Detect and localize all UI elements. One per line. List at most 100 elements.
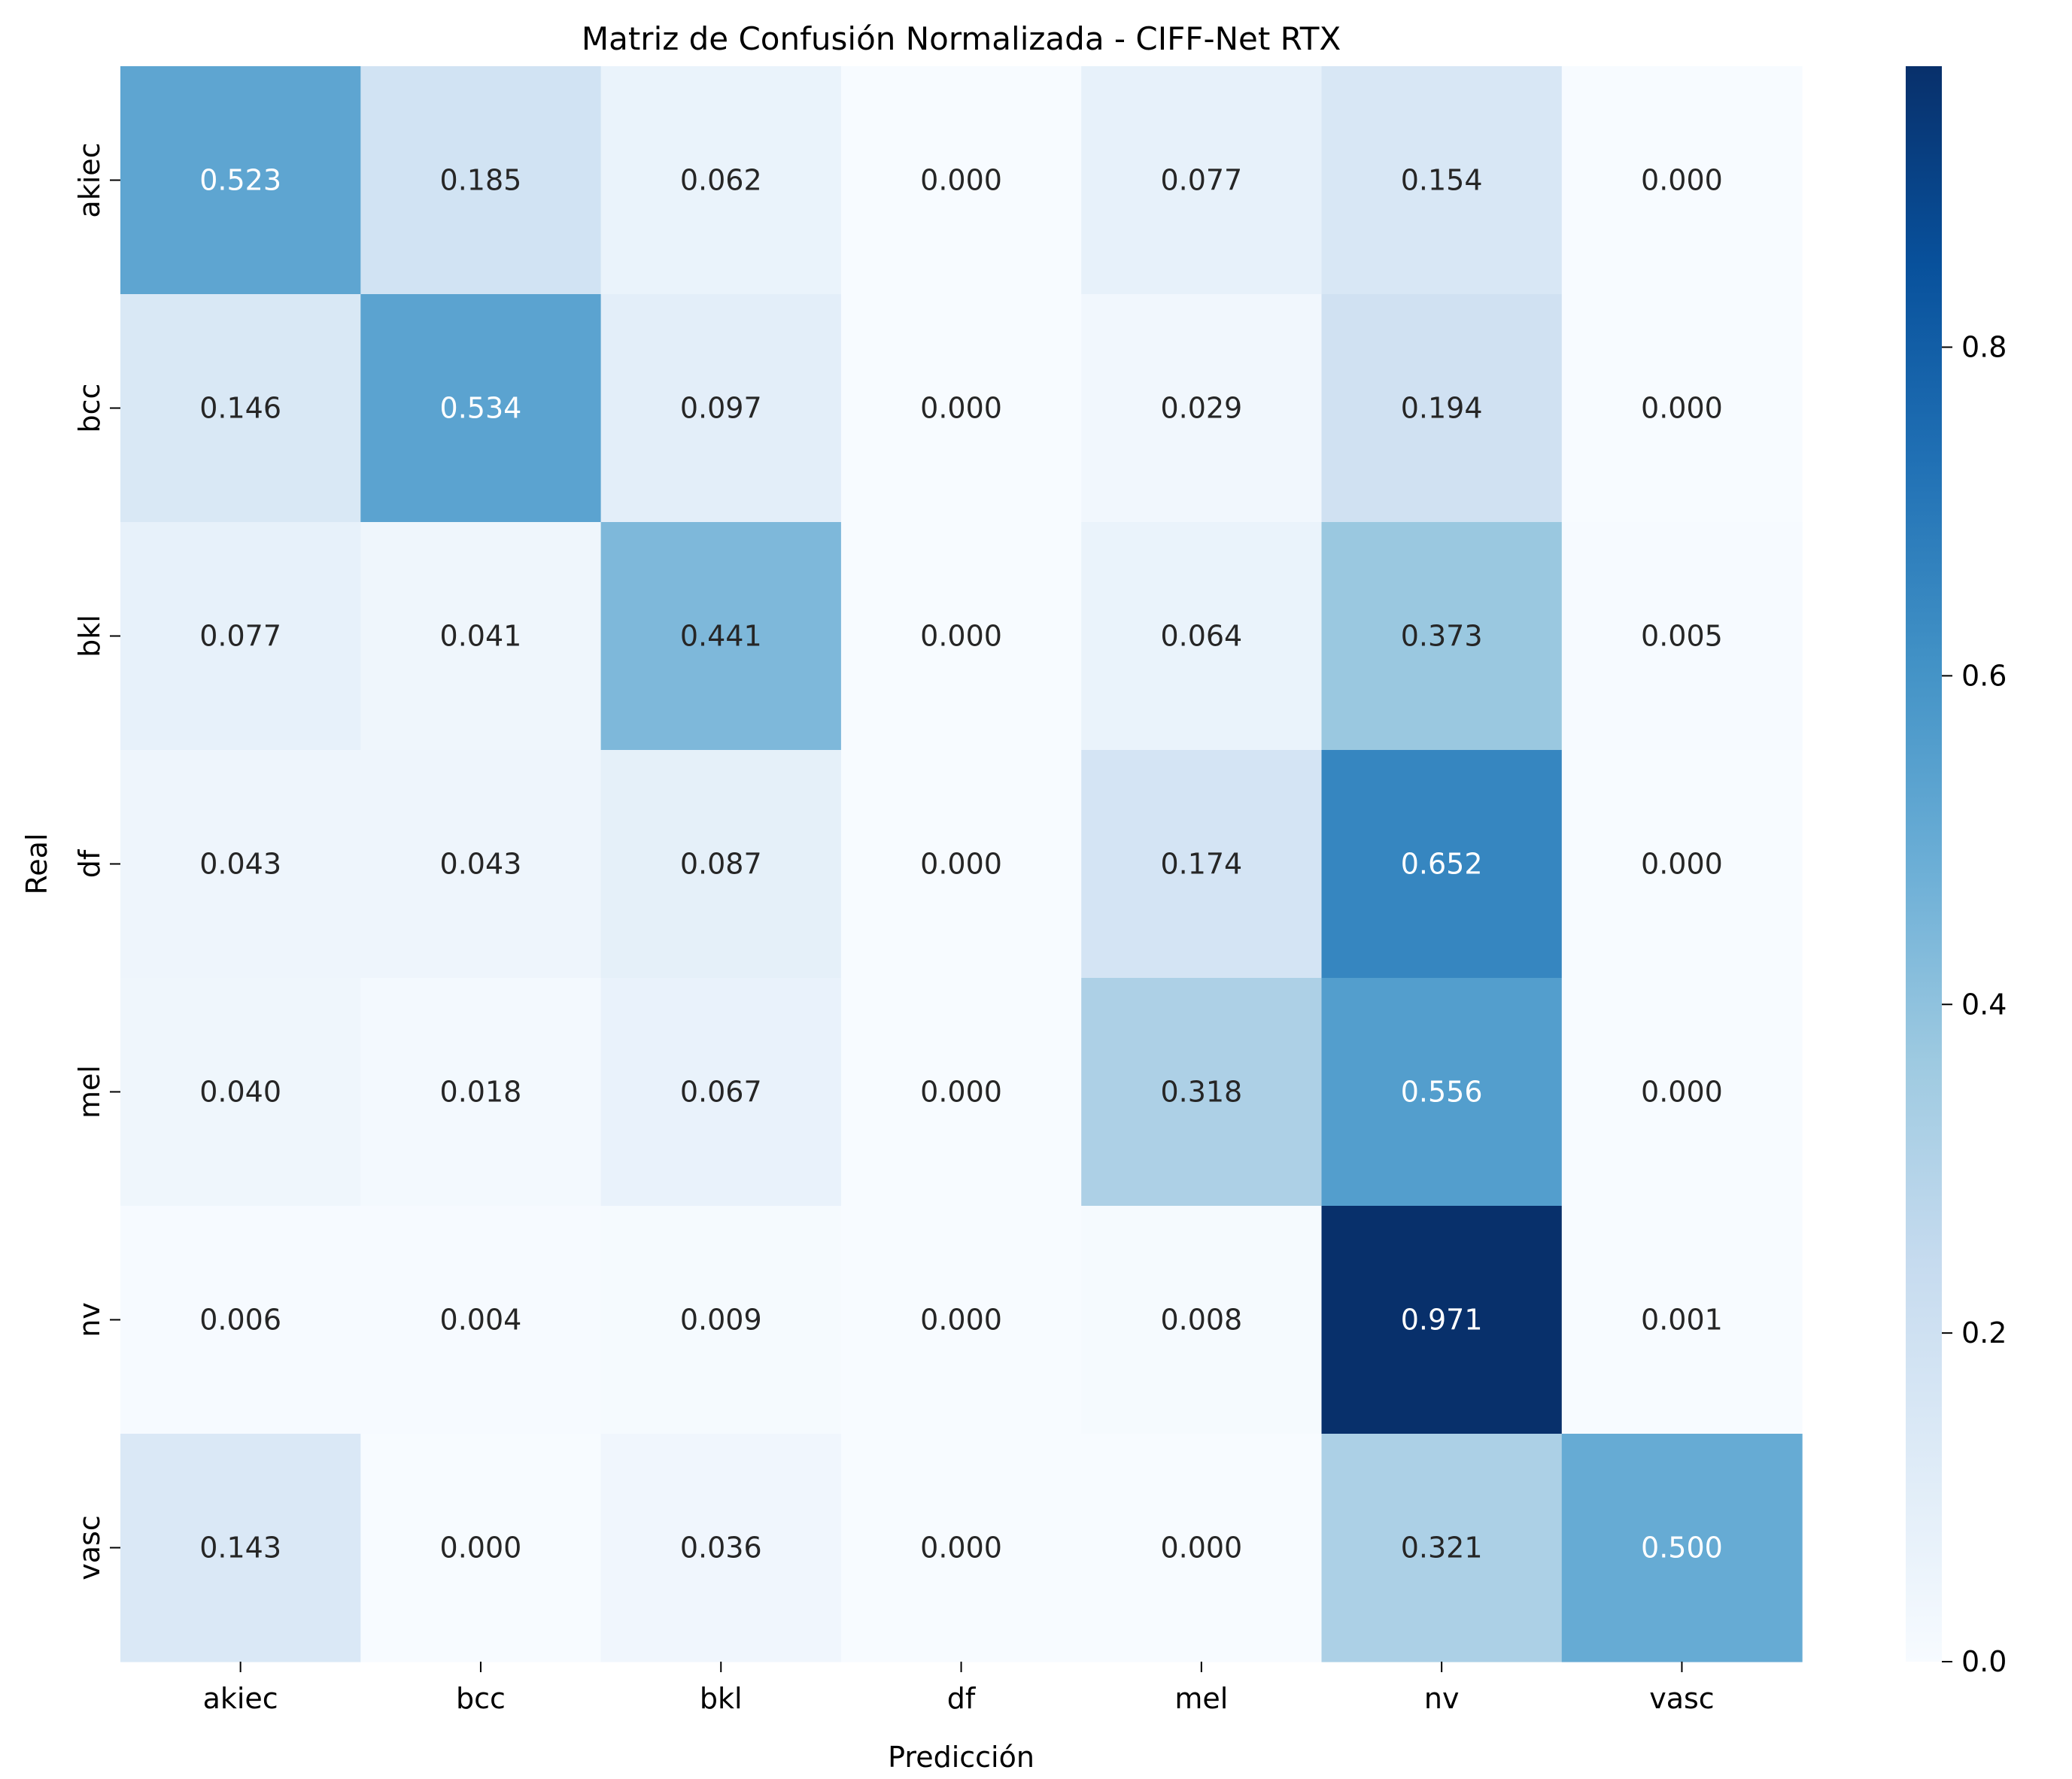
cell-value-label: 0.556	[1401, 1076, 1483, 1109]
cell-value-label: 0.005	[1641, 620, 1723, 653]
x-tick-label: nv	[1424, 1682, 1460, 1715]
cell-value-label: 0.043	[440, 848, 522, 881]
heatmap-cell	[120, 66, 361, 295]
heatmap-cell	[1561, 294, 1803, 523]
cell-value-label: 0.064	[1160, 620, 1242, 653]
cell-value-label: 0.029	[1160, 392, 1242, 425]
heatmap-cell	[360, 1434, 602, 1662]
x-tick-label: mel	[1174, 1682, 1228, 1715]
heatmap-cell	[1321, 978, 1563, 1207]
heatmap-cells: 0.523 0.185 0.062 0.000 0.077 0.154 0.000 0.146…	[120, 66, 1803, 1662]
colorbar-tick-label: 0.4	[1961, 988, 2007, 1021]
cell-value-label: 0.373	[1401, 620, 1483, 653]
heatmap-cell	[1081, 294, 1323, 523]
heatmap-cell	[1081, 1206, 1323, 1434]
heatmap-cell	[600, 750, 842, 979]
x-tick-label: akiec	[203, 1682, 278, 1715]
cell-value-label: 0.087	[680, 848, 762, 881]
heatmap-cell	[840, 1434, 1082, 1662]
cell-value-label: 0.009	[680, 1304, 762, 1337]
heatmap-cell	[840, 66, 1082, 295]
cell-value-label: 0.004	[440, 1304, 522, 1337]
heatmap-cell	[1561, 978, 1803, 1207]
cell-value-label: 0.018	[440, 1076, 522, 1109]
cell-value-label: 0.194	[1401, 392, 1483, 425]
cell-value-label: 0.077	[199, 620, 281, 653]
cell-value-label: 0.000	[920, 1076, 1002, 1109]
cell-value-label: 0.000	[920, 620, 1002, 653]
cell-value-label: 0.971	[1401, 1304, 1483, 1337]
y-tick-label: mel	[73, 1065, 106, 1119]
cell-value-label: 0.000	[1160, 1532, 1242, 1565]
cell-value-label: 0.174	[1160, 848, 1242, 881]
cell-value-label: 0.185	[440, 164, 522, 197]
cell-value-label: 0.001	[1641, 1304, 1723, 1337]
heatmap-cell	[1561, 1434, 1803, 1662]
cell-value-label: 0.146	[199, 392, 281, 425]
cell-value-label: 0.043	[199, 848, 281, 881]
y-tick-label: bkl	[73, 615, 106, 657]
colorbar-gradient	[1906, 66, 1942, 1662]
y-tick-label: df	[73, 849, 106, 878]
heatmap-cell	[840, 978, 1082, 1207]
heatmap-cell	[1561, 750, 1803, 979]
cell-value-label: 0.000	[920, 848, 1002, 881]
cell-value-label: 0.318	[1160, 1076, 1242, 1109]
colorbar-tick-label: 0.0	[1961, 1645, 2007, 1678]
heatmap-cell	[120, 1434, 361, 1662]
heatmap-cell	[360, 294, 602, 523]
heatmap-cell	[1561, 66, 1803, 295]
heatmap-cell	[1321, 66, 1563, 295]
heatmap-cell	[1321, 1206, 1563, 1434]
heatmap-cell	[840, 522, 1082, 751]
y-tick-label: akiec	[73, 142, 106, 217]
y-tick-label: bcc	[73, 384, 106, 433]
colorbar: 0.0 0.2 0.4 0.6 0.8	[1906, 66, 2007, 1678]
cell-value-label: 0.062	[680, 164, 762, 197]
cell-value-label: 0.006	[199, 1304, 281, 1337]
cell-value-label: 0.000	[920, 1304, 1002, 1337]
heatmap-cell	[1081, 1434, 1323, 1662]
y-axis-ticks: akiec bcc bkl df mel nv vasc	[73, 142, 120, 1580]
heatmap-cell	[120, 294, 361, 523]
cell-value-label: 0.000	[1641, 848, 1723, 881]
heatmap-cell	[840, 294, 1082, 523]
heatmap-cell	[1081, 522, 1323, 751]
colorbar-tick-label: 0.2	[1961, 1316, 2007, 1349]
heatmap-cell	[840, 750, 1082, 979]
cell-value-label: 0.652	[1401, 848, 1483, 881]
chart-title: Matriz de Confusión Normalizada - CIFF-N…	[582, 20, 1341, 57]
heatmap-cell	[360, 1206, 602, 1434]
heatmap-cell	[1321, 522, 1563, 751]
cell-value-label: 0.000	[440, 1532, 522, 1565]
colorbar-tick-label: 0.6	[1961, 659, 2007, 692]
y-tick-label: vasc	[73, 1515, 106, 1580]
x-tick-label: df	[947, 1682, 977, 1715]
heatmap-cell	[600, 294, 842, 523]
cell-value-label: 0.000	[920, 164, 1002, 197]
heatmap-cell	[120, 1206, 361, 1434]
heatmap-cell	[360, 522, 602, 751]
cell-value-label: 0.321	[1401, 1532, 1483, 1565]
heatmap-cell	[840, 1206, 1082, 1434]
heatmap-cell	[360, 978, 602, 1207]
heatmap-cell	[120, 750, 361, 979]
heatmap-cell	[1321, 1434, 1563, 1662]
cell-value-label: 0.000	[1641, 392, 1723, 425]
heatmap-cell	[1081, 750, 1323, 979]
cell-value-label: 0.154	[1401, 164, 1483, 197]
heatmap-cell	[360, 66, 602, 295]
cell-value-label: 0.500	[1641, 1532, 1723, 1565]
heatmap-cell	[600, 1206, 842, 1434]
heatmap-cell	[120, 522, 361, 751]
cell-value-label: 0.534	[440, 392, 522, 425]
x-tick-label: vasc	[1649, 1682, 1714, 1715]
x-tick-label: bkl	[700, 1682, 743, 1715]
x-axis-label: Predicción	[888, 1741, 1034, 1774]
cell-value-label: 0.523	[199, 164, 281, 197]
cell-value-label: 0.008	[1160, 1304, 1242, 1337]
cell-value-label: 0.097	[680, 392, 762, 425]
cell-value-label: 0.041	[440, 620, 522, 653]
heatmap-cell	[600, 978, 842, 1207]
